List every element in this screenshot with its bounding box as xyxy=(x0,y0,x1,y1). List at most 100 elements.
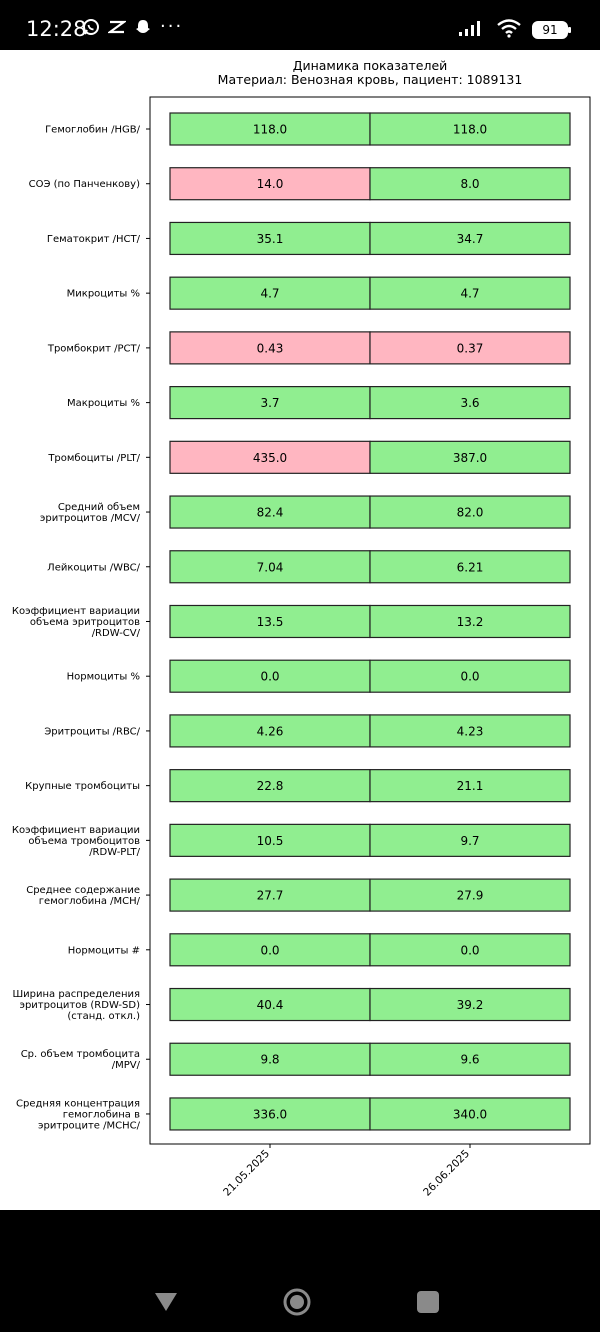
cell-value: 27.9 xyxy=(457,889,484,903)
cell-value: 435.0 xyxy=(253,451,287,465)
row-label: Коэффициент вариации xyxy=(12,606,140,617)
more-notifications: ··· xyxy=(160,16,184,37)
cell-value: 0.0 xyxy=(260,943,279,957)
cell-value: 82.0 xyxy=(457,506,484,520)
cell-value: 35.1 xyxy=(257,232,284,246)
cell-value: 118.0 xyxy=(253,123,287,137)
row-label: Среднее содержание xyxy=(26,885,140,896)
row-label: /RDW-PLT/ xyxy=(89,847,140,858)
row-label: эритроците /MCHC/ xyxy=(38,1120,141,1131)
table-cell xyxy=(169,495,371,529)
table-cell xyxy=(369,495,571,529)
table-cell xyxy=(169,933,371,967)
wifi-icon xyxy=(496,18,522,42)
cell-value: 387.0 xyxy=(453,451,487,465)
navigation-bar xyxy=(0,1210,600,1332)
back-icon xyxy=(155,1293,177,1311)
back-button[interactable] xyxy=(146,1282,186,1322)
cell-value: 82.4 xyxy=(257,506,284,520)
cell-value: 3.7 xyxy=(260,396,279,410)
table-cell xyxy=(369,1042,571,1076)
table-cell xyxy=(369,167,571,201)
table-cell xyxy=(169,604,371,639)
plot-frame xyxy=(149,96,591,1145)
table-cell xyxy=(369,604,571,639)
table-cell xyxy=(169,714,371,748)
row-label: Средняя концентрация xyxy=(16,1098,140,1109)
row-label: гемоглобина в xyxy=(63,1109,140,1120)
row-label: СОЭ (по Панченкову) xyxy=(29,179,141,190)
row-label: Эритроциты /RBC/ xyxy=(44,726,140,737)
capcut-icon xyxy=(108,18,126,36)
cell-value: 9.7 xyxy=(460,834,479,848)
cell-value: 9.8 xyxy=(260,1053,279,1067)
chart-title: Динамика показателей xyxy=(293,58,448,73)
row-label: Гематокрит /HCT/ xyxy=(47,234,141,245)
table-cell xyxy=(169,769,371,803)
snapchat-icon xyxy=(134,18,152,36)
battery-icon: 91 xyxy=(532,21,571,39)
cell-value: 21.1 xyxy=(457,779,484,793)
home-button[interactable] xyxy=(277,1282,317,1322)
table-cell xyxy=(369,714,571,748)
row-label: Ср. объем тромбоцита xyxy=(21,1049,140,1060)
row-label: (станд. откл.) xyxy=(67,1011,140,1022)
cell-value: 3.6 xyxy=(460,396,479,410)
row-label: гемоглобина /MCH/ xyxy=(39,896,141,907)
table-cell xyxy=(369,769,571,803)
table-cell xyxy=(169,221,371,256)
row-label: Ширина распределения xyxy=(12,989,140,1000)
table-cell xyxy=(369,276,571,310)
cell-value: 10.5 xyxy=(257,834,284,848)
cell-value: 118.0 xyxy=(453,123,487,137)
cell-value: 27.7 xyxy=(257,889,284,903)
row-label: Гемоглобин /HGB/ xyxy=(45,125,141,136)
signal-icon xyxy=(458,19,486,41)
row-label: Нормоциты # xyxy=(68,945,140,956)
cell-value: 4.26 xyxy=(257,724,284,738)
row-label: Микроциты % xyxy=(67,289,140,300)
table-cell xyxy=(369,659,571,693)
cell-value: 9.6 xyxy=(460,1053,479,1067)
home-icon xyxy=(283,1288,311,1316)
row-label: Крупные тромбоциты xyxy=(25,781,140,792)
row-label: Средний объем xyxy=(58,502,140,513)
table-cell xyxy=(369,823,571,857)
table-cell xyxy=(369,878,571,912)
row-label: Тромбокрит /PCT/ xyxy=(47,343,141,354)
table-cell xyxy=(369,933,571,967)
x-tick-label: 21.05.2025 xyxy=(221,1148,272,1199)
table-cell xyxy=(369,112,571,146)
cell-value: 336.0 xyxy=(253,1107,287,1121)
table-cell xyxy=(169,167,371,201)
chart-subtitle: Материал: Венозная кровь, пациент: 10891… xyxy=(218,72,523,87)
row-label: эритроцитов (RDW-SD) xyxy=(19,1000,140,1011)
cell-value: 340.0 xyxy=(453,1107,487,1121)
table-cell xyxy=(369,987,571,1022)
cell-value: 4.23 xyxy=(457,724,484,738)
system-icons: 91 xyxy=(458,18,571,42)
cell-value: 8.0 xyxy=(460,177,479,191)
row-label: объема эритроцитов xyxy=(30,617,140,628)
table-cell xyxy=(369,386,571,420)
row-label: Лейкоциты /WBC/ xyxy=(47,562,140,573)
status-time: 12:28 xyxy=(26,17,87,41)
row-label: /RDW-CV/ xyxy=(92,628,141,639)
notification-icons: ··· xyxy=(82,18,183,36)
recents-button[interactable] xyxy=(408,1282,448,1322)
whatsapp-icon xyxy=(82,18,100,36)
row-label: Нормоциты % xyxy=(67,672,140,683)
table-cell xyxy=(369,221,571,256)
row-label: Коэффициент вариации xyxy=(12,825,140,836)
table-cell xyxy=(369,440,571,474)
table-cell xyxy=(169,386,371,420)
cell-value: 22.8 xyxy=(257,779,284,793)
row-label: Тромбоциты /PLT/ xyxy=(47,453,140,464)
cell-value: 7.04 xyxy=(257,560,284,574)
table-cell xyxy=(369,1097,571,1131)
recents-icon xyxy=(417,1291,439,1313)
cell-value: 13.5 xyxy=(257,615,284,629)
cell-value: 0.37 xyxy=(457,341,484,355)
status-bar: 12:28 ··· 91 xyxy=(0,0,600,50)
